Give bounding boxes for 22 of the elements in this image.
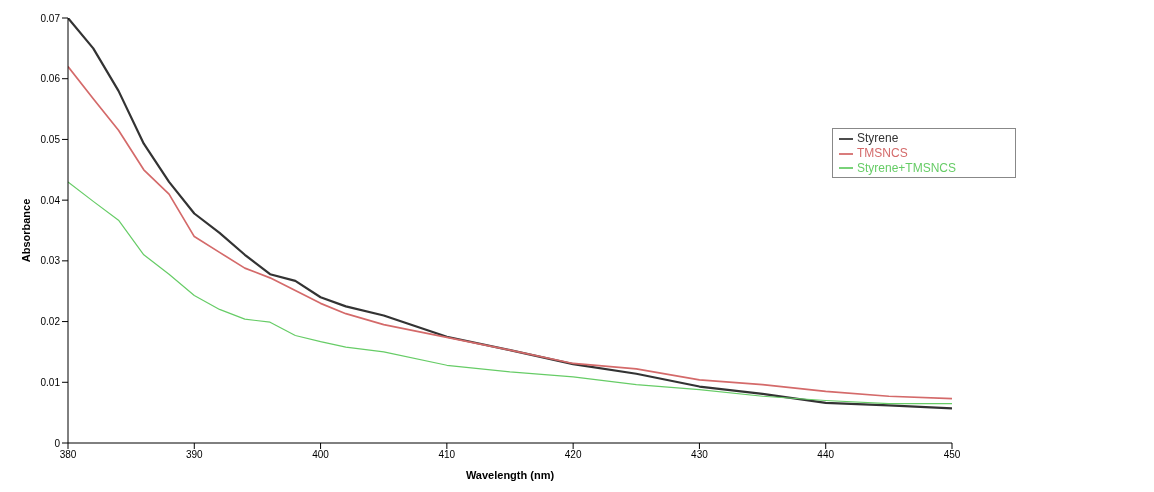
legend-label: TMSNCS (857, 145, 908, 160)
x-axis-title: Wavelength (nm) (465, 469, 555, 481)
y-tick-label: 0.04 (40, 194, 61, 206)
x-tick-label: 380 (59, 449, 77, 461)
x-tick-label: 440 (817, 449, 835, 461)
y-tick-label: 0.05 (40, 133, 61, 145)
line-series (68, 181, 952, 405)
x-tick-label: 410 (438, 449, 456, 461)
y-tick-label: 0.02 (40, 316, 61, 328)
legend-label: Styrene (857, 131, 899, 145)
y-tick-label: 0.07 (40, 12, 61, 24)
y-axis-title: Absorbance (19, 198, 32, 263)
y-tick-label: 0 (54, 437, 61, 449)
x-tick-label: 430 (691, 449, 709, 461)
x-tick-label: 450 (943, 449, 961, 461)
y-tick-label: 0.01 (40, 376, 61, 388)
x-tick-label: 390 (185, 449, 204, 461)
y-tick-label: 0.03 (40, 255, 61, 267)
y-tick-label: 0.06 (40, 73, 61, 85)
legend-label: Styrene+TMSNCS (857, 160, 957, 175)
x-tick-label: 420 (564, 449, 582, 461)
x-tick-label: 400 (312, 449, 330, 461)
